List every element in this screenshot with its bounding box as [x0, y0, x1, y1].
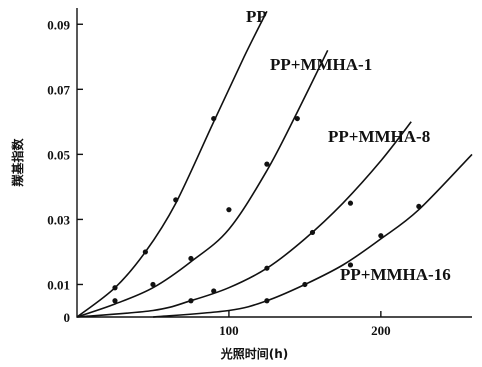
data-point-pp-mmha-16 — [416, 203, 422, 210]
data-point-pp-mmha-8 — [211, 288, 217, 294]
labels: PP PP+MMHA-1 PP+MMHA-8 PP+MMHA-16 — [246, 7, 451, 284]
series-line-pp-mmha-1 — [76, 49, 329, 318]
y-tick-label: 0.07 — [47, 82, 70, 97]
y-tick-label: 0.01 — [47, 277, 70, 292]
data-point-pp — [211, 115, 217, 122]
markers — [112, 115, 422, 304]
data-point-pp-mmha-1 — [150, 281, 156, 288]
data-point-pp — [142, 249, 148, 255]
series-label-pp-mmha-8: PP+MMHA-8 — [328, 127, 430, 146]
data-point-pp-mmha-16 — [264, 298, 270, 304]
y-tick-label: 0.09 — [47, 17, 70, 32]
data-point-pp-mmha-16 — [347, 262, 354, 268]
data-point-pp-mmha-1 — [226, 207, 232, 213]
series-line-pp-mmha-8 — [76, 121, 412, 318]
ticks: 0 0.01 0.03 0.05 0.07 0.09 100 200 — [47, 17, 390, 338]
x-axis-label: 光照时间(h) — [220, 346, 289, 361]
data-point-pp-mmha-8 — [264, 265, 270, 271]
data-point-pp-mmha-1 — [112, 298, 118, 304]
data-point-pp — [173, 197, 179, 203]
series-label-pp-mmha-16: PP+MMHA-16 — [340, 265, 451, 284]
y-tick-label: 0.03 — [47, 212, 70, 227]
x-tick-label: 100 — [219, 323, 239, 338]
series-label-pp-mmha-1: PP+MMHA-1 — [270, 55, 372, 74]
y-axis-label: 羰基指数 — [10, 138, 25, 188]
series-label-pp: PP — [246, 7, 267, 26]
data-point-pp-mmha-16 — [302, 281, 308, 288]
x-tick-label: 200 — [371, 323, 391, 338]
data-point-pp-mmha-8 — [347, 200, 354, 206]
series-line-pp — [76, 10, 268, 318]
data-point-pp-mmha-1 — [188, 255, 194, 262]
y-tick-label: 0.05 — [47, 147, 70, 162]
data-point-pp-mmha-1 — [264, 161, 270, 167]
data-point-pp — [112, 285, 118, 291]
data-point-pp-mmha-16 — [378, 233, 384, 239]
data-point-pp-mmha-8 — [188, 298, 194, 304]
y-tick-label: 0 — [64, 310, 71, 325]
data-point-pp-mmha-1 — [294, 115, 300, 122]
series-line-pp-mmha-16 — [152, 153, 473, 318]
data-point-pp-mmha-8 — [309, 229, 316, 236]
